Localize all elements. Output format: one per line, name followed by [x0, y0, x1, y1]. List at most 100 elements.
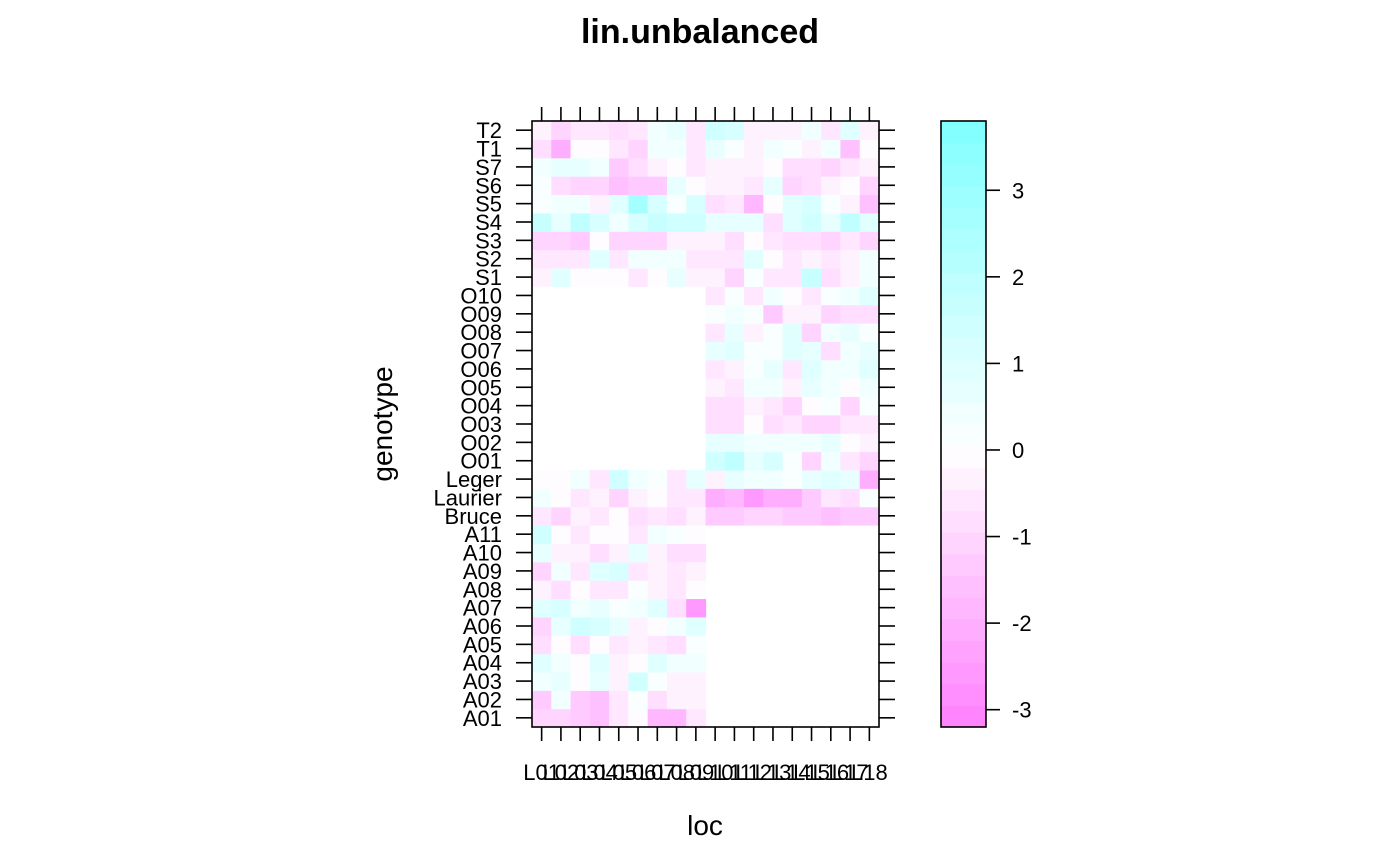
heatmap-cell	[686, 708, 707, 728]
heatmap-cell	[744, 176, 764, 196]
heatmap-cell	[647, 194, 668, 214]
heatmap-cell	[782, 414, 803, 434]
y-tick-label: O02	[460, 430, 502, 455]
heatmap-cell	[724, 176, 745, 196]
x-tick-label: L13	[755, 760, 792, 785]
heatmap-cell	[821, 231, 842, 251]
heatmap-cell	[628, 561, 649, 581]
y-tick-label: S3	[475, 228, 502, 253]
heatmap-cell	[801, 286, 822, 306]
x-axis: L01L02L03L04L05L06L07L08L09L10L11L12L13L…	[523, 107, 888, 785]
heatmap-cell	[589, 139, 610, 159]
heatmap-cell	[666, 616, 687, 636]
heatmap-cell	[589, 671, 610, 691]
heatmap-cell	[763, 121, 784, 140]
heatmap-cell	[859, 304, 880, 324]
heatmap-cell	[647, 506, 668, 526]
heatmap-cell	[570, 561, 591, 581]
heatmap-cell	[589, 708, 610, 728]
heatmap-cell	[744, 396, 764, 416]
heatmap-cell	[628, 194, 649, 214]
heatmap-cell	[763, 378, 784, 398]
heatmap-cell	[686, 231, 707, 251]
heatmap-cell	[782, 396, 803, 416]
heatmap-cell	[840, 341, 861, 361]
heatmap-cell	[782, 249, 803, 269]
heatmap-cell	[821, 267, 842, 287]
heatmap-cell	[666, 488, 687, 508]
heatmap-cell	[859, 359, 880, 379]
heatmap-cell	[609, 561, 629, 581]
heatmap-cell	[551, 488, 572, 508]
colorbar-step	[941, 662, 986, 685]
colorbar-step	[941, 315, 986, 339]
heatmap-cell	[801, 378, 822, 398]
heatmap-cell	[628, 690, 649, 710]
heatmap-cell	[551, 653, 572, 673]
heatmap-cell	[724, 304, 745, 324]
heatmap-cell	[859, 451, 880, 471]
heatmap-cell	[821, 121, 842, 140]
heatmap-cell	[666, 469, 687, 489]
heatmap-cell	[609, 121, 629, 140]
heatmap-cell	[801, 396, 822, 416]
heatmap-cell	[724, 469, 745, 489]
y-tick-label: S7	[475, 155, 502, 180]
heatmap-cell	[647, 653, 668, 673]
heatmap-cell	[840, 488, 861, 508]
heatmap-cell	[763, 139, 784, 159]
heatmap-cell	[859, 194, 880, 214]
heatmap-cell	[589, 690, 610, 710]
heatmap-cell	[532, 212, 552, 232]
heatmap-cell	[840, 414, 861, 434]
heatmap-cell	[763, 469, 784, 489]
x-tick-label: L06	[620, 760, 657, 785]
heatmap-cell	[782, 359, 803, 379]
heatmap-cell	[705, 194, 726, 214]
heatmap-cell	[666, 708, 687, 728]
heatmap-cell	[647, 635, 668, 655]
heatmap-cell	[570, 212, 591, 232]
heatmap-cell	[609, 690, 629, 710]
heatmap-cell	[705, 359, 726, 379]
colorbar-step	[941, 359, 986, 382]
heatmap-cell	[570, 176, 591, 196]
heatmap-cell	[589, 121, 610, 140]
heatmap-cell	[551, 469, 572, 489]
heatmap-cell	[859, 341, 880, 361]
heatmap-cell	[724, 139, 745, 159]
heatmap-cell	[724, 121, 745, 140]
heatmap-cell	[551, 249, 572, 269]
heatmap-cell	[821, 157, 842, 177]
heatmap-cell	[724, 267, 745, 287]
heatmap-cell	[782, 286, 803, 306]
heatmap-cell	[744, 231, 764, 251]
heatmap-cell	[570, 525, 591, 544]
heatmap-cell	[724, 157, 745, 177]
heatmap-cell	[532, 708, 552, 728]
heatmap-cell	[609, 543, 629, 563]
y-tick-label: A05	[463, 632, 502, 657]
heatmap-cell	[744, 433, 764, 453]
heatmap-cell	[744, 139, 764, 159]
heatmap-cell	[840, 212, 861, 232]
heatmap-cell	[628, 635, 649, 655]
heatmap-cell	[705, 469, 726, 489]
heatmap-cell	[647, 157, 668, 177]
heatmap-cell	[532, 543, 552, 563]
heatmap-cell	[705, 249, 726, 269]
heatmap-cell	[666, 121, 687, 140]
heatmap-cell	[763, 194, 784, 214]
y-tick-label: S4	[475, 210, 502, 235]
heatmap-cell	[666, 231, 687, 251]
x-tick-label: L05	[600, 760, 637, 785]
x-tick-label: L17	[832, 760, 869, 785]
x-tick-label: L09	[678, 760, 715, 785]
heatmap-cell	[686, 690, 707, 710]
heatmap-cell	[859, 433, 880, 453]
heatmap-cell	[763, 359, 784, 379]
heatmap-cell	[570, 249, 591, 269]
colorbar-step	[941, 164, 986, 187]
x-tick-label: L07	[639, 760, 676, 785]
heatmap-cell	[589, 249, 610, 269]
